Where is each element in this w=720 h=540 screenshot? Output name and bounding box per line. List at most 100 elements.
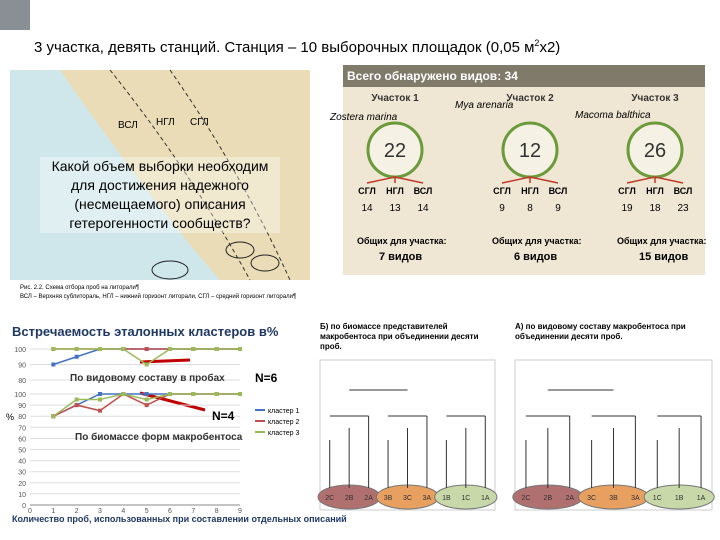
sample-plot [250, 254, 280, 272]
y-tick-label: 50 [18, 448, 26, 455]
series-point [191, 392, 196, 396]
zone-name: СГЛ [493, 186, 511, 196]
series-point [144, 403, 149, 408]
zone-name: НГЛ [646, 186, 664, 196]
common-count: 7 видов [379, 251, 422, 263]
y-axis-label: % [6, 412, 14, 422]
zone-name: НГЛ [386, 186, 404, 196]
species-header [343, 65, 705, 87]
leaf-label: 1В [442, 495, 451, 502]
dendro-box [319, 359, 496, 511]
x-axis-label: Количество проб, использованных при сост… [12, 514, 347, 524]
zone-name: ВСЛ [674, 186, 693, 196]
series-point [51, 414, 56, 419]
series-point [168, 392, 172, 396]
legend-label: кластер 1 [268, 408, 299, 415]
y-tick-label: 0 [22, 503, 26, 510]
legend-label: кластер 3 [268, 430, 299, 437]
leaf-label: 3В [609, 495, 618, 502]
species-name: Zostera marina [329, 112, 398, 123]
series-point [191, 347, 196, 351]
series-point [98, 408, 102, 413]
y-tick-label: 90 [18, 403, 26, 410]
leaf-label: 1С [461, 495, 470, 502]
series-point [121, 392, 126, 396]
dendro-title-box: Б) по биомассе представителей макробенто… [320, 322, 478, 351]
series-point [51, 362, 56, 367]
common-label: Общих для участка: [357, 236, 447, 246]
zone-name: НГЛ [521, 186, 539, 196]
avatar [0, 0, 30, 30]
series-point [74, 397, 79, 402]
series-point [51, 347, 56, 351]
zone-name: СГЛ [358, 186, 376, 196]
leaf-label: 1С [653, 495, 662, 502]
common-label: Общих для участка: [492, 236, 582, 246]
title-text: 3 участка, девять станций. Станция – 10 … [34, 39, 535, 56]
series-point [98, 392, 102, 396]
connector [654, 176, 684, 184]
zone-count: 13 [389, 203, 401, 214]
series-point [144, 392, 149, 396]
x-tick-label: 5 [145, 508, 149, 515]
y-tick-label: 90 [18, 363, 26, 370]
series-point [98, 347, 102, 351]
series-point [144, 397, 149, 402]
dendro-title-box: А) по видовому составу макробентоса при … [515, 322, 686, 341]
x-tick-label: 4 [121, 508, 125, 515]
dendro-title: А) по видовому составу макробентоса при … [515, 322, 686, 341]
caption: Рис. 2.2. Схема отбора проб на литорали¶ [20, 285, 140, 291]
leaf-label: 1А [481, 495, 490, 502]
series-point [238, 392, 242, 396]
zone-count: 19 [621, 203, 633, 214]
x-tick-label: 8 [215, 508, 219, 515]
leaf-label: 2А [364, 495, 373, 502]
series-point [74, 347, 79, 351]
panel-n: N=6 [255, 371, 278, 385]
series-point [74, 403, 79, 408]
panel-n: N=4 [212, 409, 235, 423]
leaf-label: 3В [384, 495, 393, 502]
leaf-label: 2В [345, 495, 354, 502]
site-name: Участок 2 [506, 93, 554, 104]
series-point [238, 347, 242, 351]
leaf-label: 2С [521, 495, 530, 502]
zone-name: ВСЛ [549, 186, 568, 196]
panel-label: По видовому составу в пробах [70, 372, 225, 384]
x-tick-label: 6 [168, 508, 172, 515]
leaf-label: 3С [403, 495, 412, 502]
sample-plot [225, 241, 255, 259]
y-tick-label: 30 [18, 470, 26, 477]
legend-label: кластер 2 [268, 419, 299, 426]
leaf-label: 3А [423, 495, 432, 502]
zone-count: 14 [417, 203, 429, 214]
x-tick-label: 0 [28, 508, 32, 515]
dendro-box [514, 359, 713, 511]
leaf-label: 1В [675, 495, 684, 502]
connector [626, 176, 656, 184]
chart-title: Встречаемость эталонных кластеров в% [12, 324, 279, 339]
species-name: Mya arenaria [455, 100, 514, 111]
series-point [74, 354, 79, 359]
x-tick-label: 7 [191, 508, 195, 515]
site-name: Участок 1 [371, 93, 419, 104]
zone-name: СГЛ [618, 186, 636, 196]
leaf-label: 2С [325, 495, 334, 502]
series-point [98, 397, 102, 402]
species-name: Macoma balthica [575, 110, 651, 121]
x-tick-label: 1 [51, 508, 55, 515]
series-point [168, 347, 172, 351]
arrow [139, 391, 206, 412]
zone-count: 9 [499, 203, 505, 214]
site-count: 26 [644, 140, 666, 162]
zone-count: 14 [361, 203, 373, 214]
y-tick-label: 100 [14, 392, 26, 399]
panel-label: По биомассе форм макробентоса [75, 431, 243, 443]
zone-count: 8 [527, 203, 533, 214]
zone-count: 9 [555, 203, 561, 214]
map-zone-line [109, 69, 251, 281]
common-count: 15 видов [639, 251, 689, 263]
y-tick-label: 80 [18, 378, 26, 385]
